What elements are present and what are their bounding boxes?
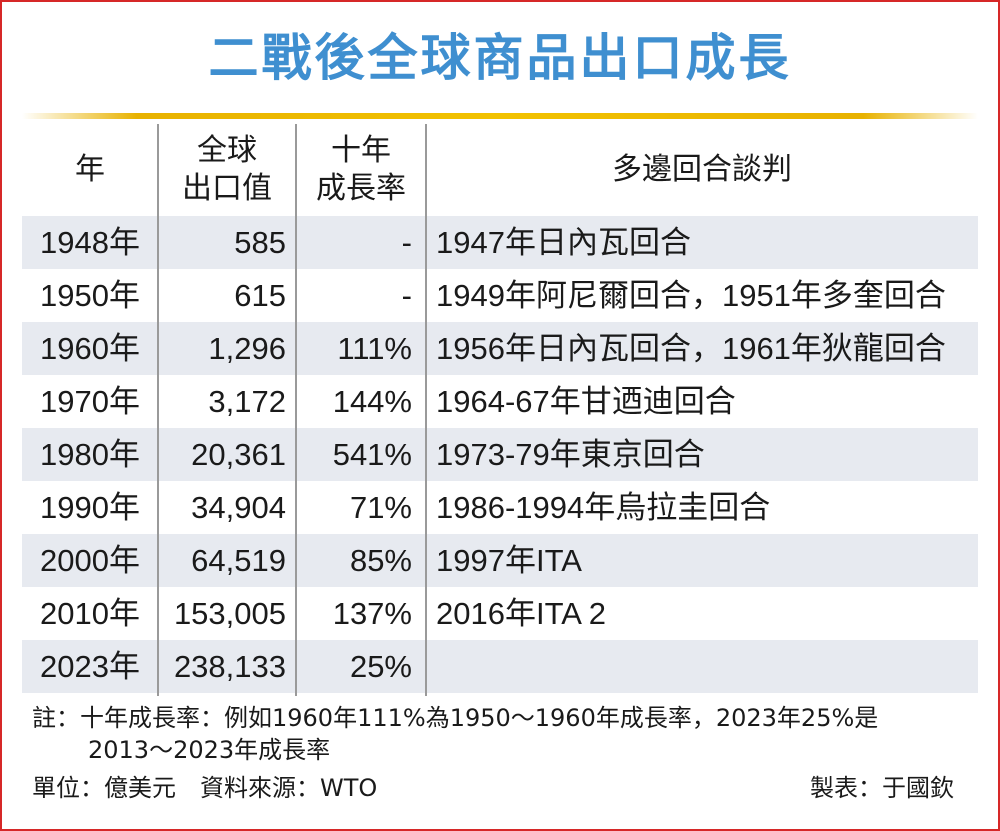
cell-trade-round: 1949年阿尼爾回合，1951年多奎回合 <box>436 277 946 313</box>
column-divider-3 <box>425 124 427 696</box>
credit-text: 製表：于國欽 <box>810 774 954 802</box>
table-row: 1990年 34,904 71% 1986-1994年烏拉圭回合 <box>22 481 978 534</box>
cell-trade-round: 1997年ITA <box>436 542 582 578</box>
table-row: 2023年 238,133 25% <box>22 640 978 693</box>
cell-year: 1980年 <box>40 436 140 472</box>
cell-growth-rate: - <box>401 277 412 313</box>
cell-export-value: 153,005 <box>173 595 286 631</box>
header-export-value-line2: 出口值 <box>182 171 272 206</box>
column-divider-2 <box>295 124 297 696</box>
table-row: 1948年 585 -1947年日內瓦回合 <box>22 216 978 269</box>
cell-growth-rate: 541% <box>332 436 412 472</box>
table-row: 2010年 153,005 137% 2016年ITA 2 <box>22 587 978 640</box>
cell-year: 1950年 <box>40 277 140 313</box>
header-year: 年 <box>75 152 105 187</box>
cell-export-value: 585 <box>234 224 286 260</box>
cell-year: 1970年 <box>40 383 140 419</box>
table-body: 1948年 585 -1947年日內瓦回合 1950年 615 -1949年阿尼爾回合，1… <box>22 216 978 693</box>
unit-source-text: 單位：億美元 資料來源：WTO <box>32 774 378 802</box>
cell-year: 2010年 <box>40 595 140 631</box>
table-row: 1950年 615 -1949年阿尼爾回合，1951年多奎回合 <box>22 269 978 322</box>
cell-year: 1948年 <box>40 224 140 260</box>
cell-growth-rate: 111% <box>337 330 412 366</box>
chart-title: 二戰後全球商品出口成長 <box>208 29 792 87</box>
cell-year: 2023年 <box>40 648 140 684</box>
cell-growth-rate: - <box>401 224 412 260</box>
cell-export-value: 1,296 <box>208 330 286 366</box>
cell-export-value: 238,133 <box>173 648 286 684</box>
cell-export-value: 20,361 <box>191 436 286 472</box>
footnote: 註：十年成長率：例如1960年111%為1950～1960年成長率，2023年2… <box>32 702 972 766</box>
cell-trade-round: 2016年ITA 2 <box>436 595 607 631</box>
footnote-line1: 註：十年成長率：例如1960年111%為1950～1960年成長率，2023年2… <box>32 704 879 732</box>
cell-trade-round <box>426 640 978 693</box>
cell-export-value: 34,904 <box>191 489 286 525</box>
header-growth-rate-line2: 成長率 <box>316 171 406 206</box>
cell-year: 1990年 <box>40 489 140 525</box>
cell-trade-round: 1964-67年甘迺迪回合 <box>436 383 736 419</box>
cell-growth-rate: 144% <box>332 383 412 419</box>
cell-year: 1960年 <box>40 330 140 366</box>
footnote-line2: 2013～2023年成長率 <box>88 736 331 764</box>
cell-export-value: 3,172 <box>208 383 286 419</box>
cell-trade-round: 1973-79年東京回合 <box>436 436 705 472</box>
column-divider-1 <box>157 124 159 696</box>
cell-growth-rate: 71% <box>349 489 412 525</box>
table-header-row: 年 全球 出口值 十年 成長率 多邊回合談判 <box>22 124 978 216</box>
header-export-value-line1: 全球 <box>197 133 257 168</box>
header-growth-rate: 十年 成長率 <box>296 124 426 216</box>
cell-trade-round: 1986-1994年烏拉圭回合 <box>436 489 771 525</box>
table-row: 1970年 3,172 144% 1964-67年甘迺迪回合 <box>22 375 978 428</box>
cell-growth-rate: 137% <box>332 595 412 631</box>
title-underline-bar <box>22 113 978 119</box>
cell-export-value: 615 <box>234 277 286 313</box>
header-trade-round: 多邊回合談判 <box>612 152 792 187</box>
cell-trade-round: 1947年日內瓦回合 <box>436 224 691 260</box>
data-table: 年 全球 出口值 十年 成長率 多邊回合談判 1948年 585 -1947年日內瓦… <box>22 124 978 696</box>
table-row: 1960年 1,296 111% 1956年日內瓦回合，1961年狄龍回合 <box>22 322 978 375</box>
header-export-value: 全球 出口值 <box>158 124 296 216</box>
table-row: 1980年 20,361 541% 1973-79年東京回合 <box>22 428 978 481</box>
cell-year: 2000年 <box>40 542 140 578</box>
table-row: 2000年 64,519 85% 1997年ITA <box>22 534 978 587</box>
cell-export-value: 64,519 <box>191 542 286 578</box>
cell-growth-rate: 85% <box>349 542 412 578</box>
cell-trade-round: 1956年日內瓦回合，1961年狄龍回合 <box>436 330 946 366</box>
header-growth-rate-line1: 十年 <box>331 133 391 168</box>
cell-growth-rate: 25% <box>349 648 412 684</box>
